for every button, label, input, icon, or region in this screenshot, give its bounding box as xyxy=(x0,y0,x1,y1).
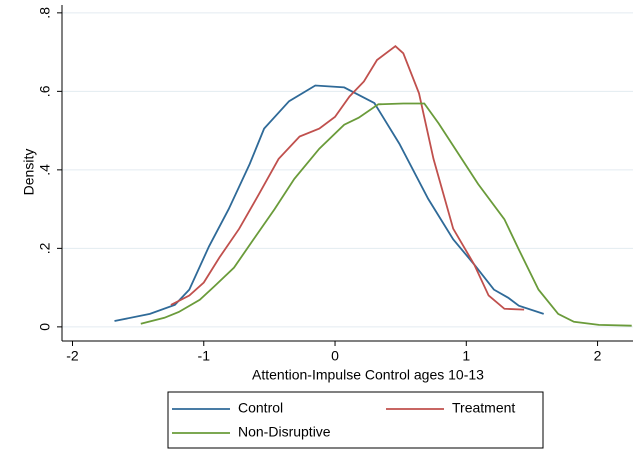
legend-label: Treatment xyxy=(452,400,515,416)
x-tick-label: 2 xyxy=(594,348,602,364)
y-axis-label: Density xyxy=(21,149,37,196)
y-tick-label: .4 xyxy=(37,164,53,176)
density-line xyxy=(114,84,544,322)
density-line xyxy=(140,102,632,327)
legend-label: Control xyxy=(238,400,283,416)
legend-label: Non-Disruptive xyxy=(238,424,331,440)
y-tick-label: 0 xyxy=(37,323,53,331)
y-tick-label: .6 xyxy=(37,85,53,97)
y-tick-label: .2 xyxy=(37,242,53,254)
x-axis-label: Attention-Impulse Control ages 10-13 xyxy=(252,367,484,383)
x-tick-label: -1 xyxy=(198,348,211,364)
density-line xyxy=(170,45,525,311)
y-tick-label: .8 xyxy=(37,7,53,19)
legend-box xyxy=(167,391,544,449)
x-tick-label: 0 xyxy=(331,348,339,364)
x-tick-label: -2 xyxy=(66,348,79,364)
x-tick-label: 1 xyxy=(462,348,470,364)
